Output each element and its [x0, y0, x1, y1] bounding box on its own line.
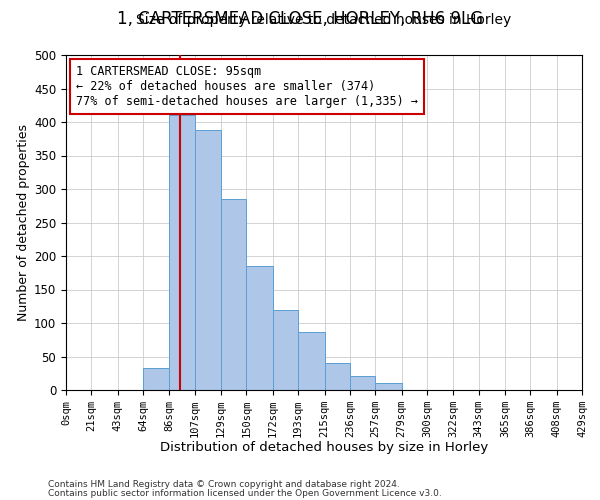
Bar	[143, 368, 169, 390]
Text: Contains HM Land Registry data © Crown copyright and database right 2024.: Contains HM Land Registry data © Crown c…	[48, 480, 400, 489]
Bar	[350, 376, 375, 390]
Y-axis label: Number of detached properties: Number of detached properties	[17, 124, 30, 321]
Bar	[298, 332, 325, 390]
Bar	[273, 310, 298, 390]
Bar	[247, 266, 273, 390]
Bar	[169, 116, 194, 390]
Bar	[194, 130, 221, 390]
Text: 1, CARTERSMEAD CLOSE, HORLEY, RH6 9LG: 1, CARTERSMEAD CLOSE, HORLEY, RH6 9LG	[117, 10, 483, 28]
Bar	[375, 382, 401, 390]
Bar	[221, 199, 247, 390]
X-axis label: Distribution of detached houses by size in Horley: Distribution of detached houses by size …	[160, 442, 488, 454]
Title: Size of property relative to detached houses in Horley: Size of property relative to detached ho…	[136, 14, 512, 28]
Text: 1 CARTERSMEAD CLOSE: 95sqm
← 22% of detached houses are smaller (374)
77% of sem: 1 CARTERSMEAD CLOSE: 95sqm ← 22% of deta…	[76, 65, 418, 108]
Text: Contains public sector information licensed under the Open Government Licence v3: Contains public sector information licen…	[48, 488, 442, 498]
Bar	[325, 363, 350, 390]
